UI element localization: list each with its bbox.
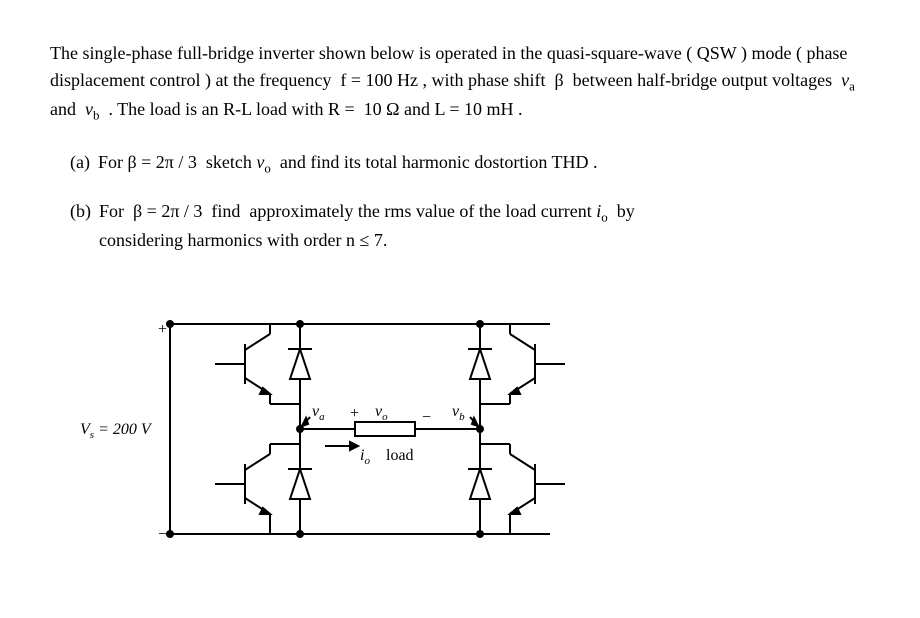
transistor-upper-right-icon [480, 324, 565, 429]
vo-label: vo [375, 403, 388, 423]
part-a: (a) For β = 2π / 3 sketch vo and find it… [70, 149, 870, 178]
va-label: va [312, 403, 325, 423]
problem-intro: The single-phase full-bridge inverter sh… [50, 40, 870, 125]
diode-upper-right-icon [468, 324, 492, 404]
diode-upper-left-icon [288, 324, 312, 404]
vo-minus-label: − [422, 409, 431, 426]
transistor-lower-right-icon [480, 429, 565, 534]
diode-lower-left-icon [288, 444, 312, 534]
vb-arrow-icon [470, 417, 478, 426]
io-arrow-icon [325, 442, 358, 450]
l-value: 10 mH [464, 99, 514, 119]
part-b: (b) For β = 2π / 3 find approximately th… [70, 198, 870, 254]
part-a-body: For β = 2π / 3 sketch vo and find its to… [98, 149, 870, 178]
transistor-lower-left-icon [215, 429, 300, 534]
minus-terminal-label: − [158, 526, 167, 543]
part-b-label: (b) [70, 198, 91, 254]
vb-label: vb [452, 403, 465, 423]
diode-lower-right-icon [468, 444, 492, 534]
part-a-label: (a) [70, 149, 90, 178]
load-label: load [386, 447, 414, 464]
plus-terminal-label: + [158, 321, 167, 338]
vo-plus-label: + [350, 405, 359, 422]
circuit-diagram: + − Vs = 200 V va vb + vo − io load [50, 284, 610, 564]
part-b-body: For β = 2π / 3 find approximately the rm… [99, 198, 870, 254]
io-label: io [360, 447, 370, 467]
vs-label: Vs = 200 V [80, 421, 153, 441]
r-value: 10 Ω [364, 99, 400, 119]
va-arrow-icon [302, 417, 310, 426]
freq-value: 100 Hz [366, 70, 419, 90]
transistor-upper-left-icon [215, 324, 300, 429]
